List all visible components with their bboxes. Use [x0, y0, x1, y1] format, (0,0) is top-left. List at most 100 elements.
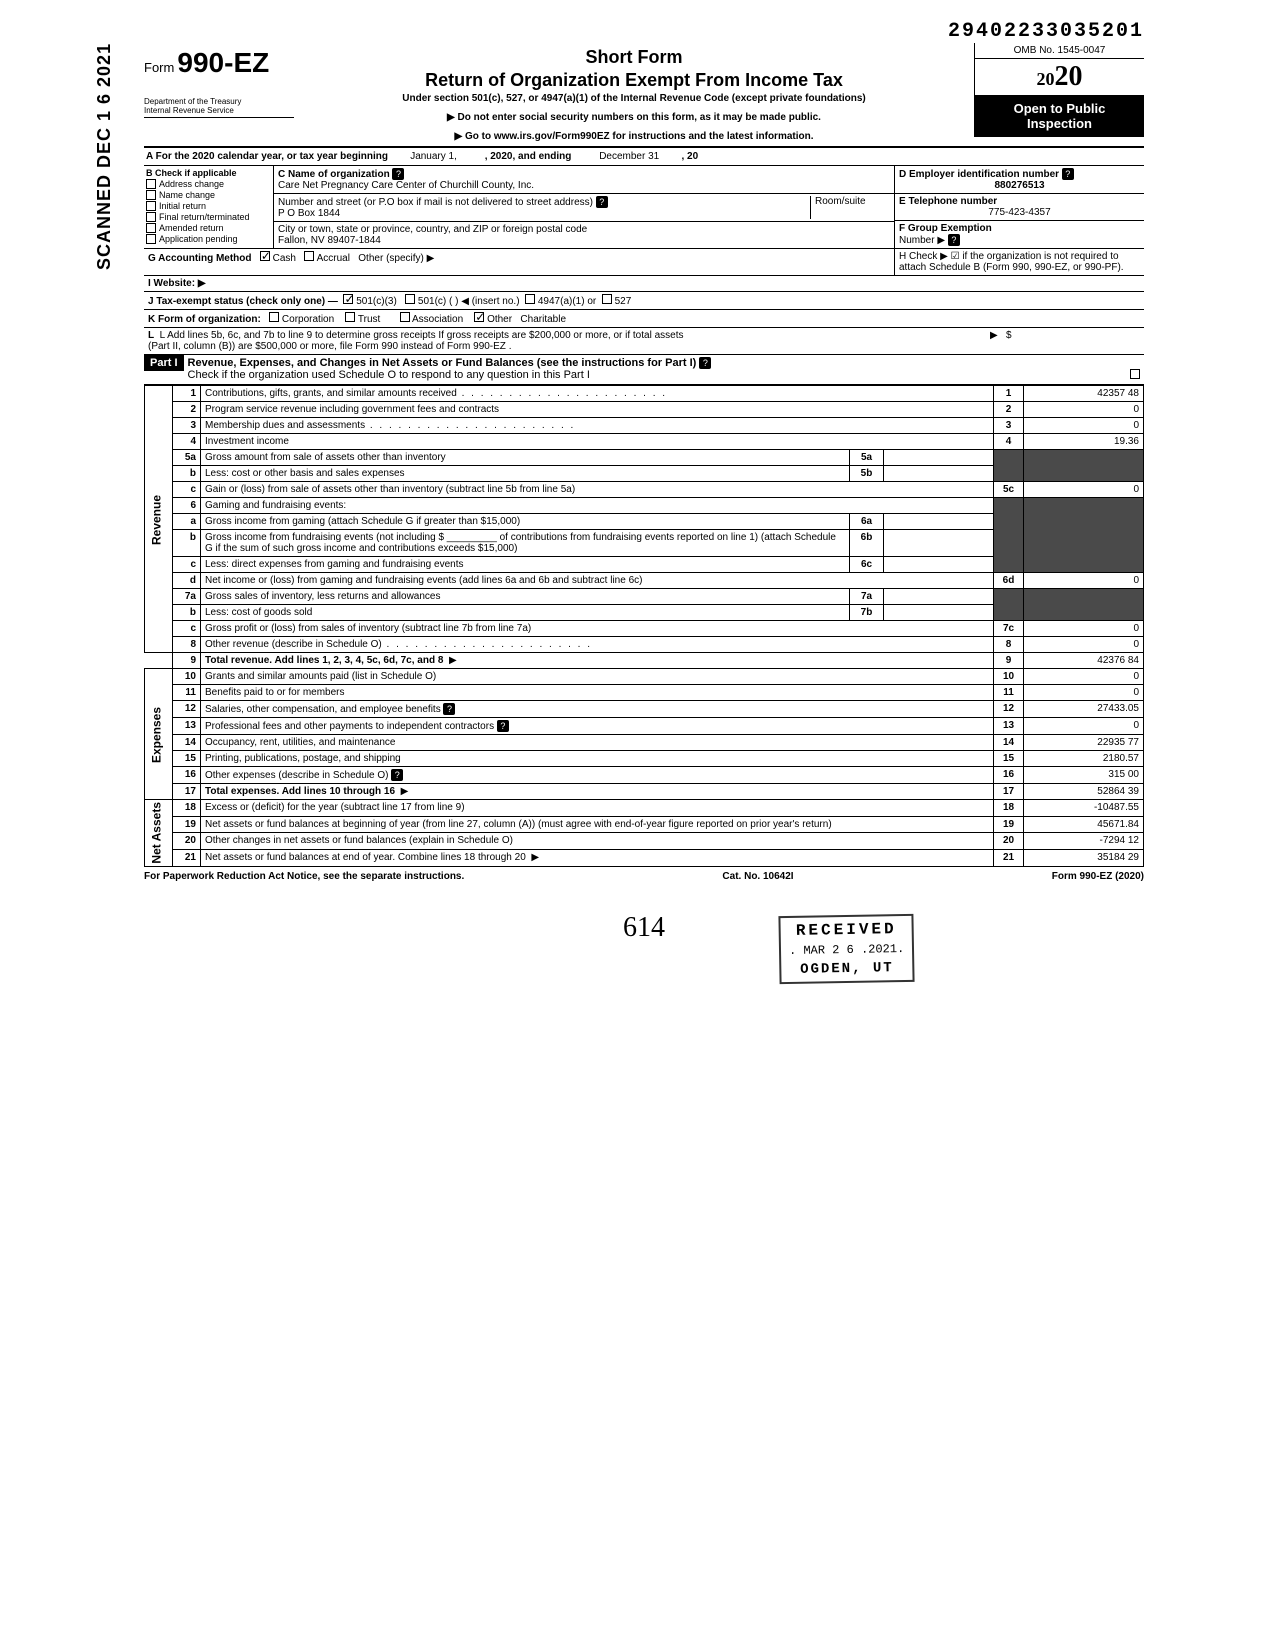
- help-icon[interactable]: ?: [1062, 168, 1074, 180]
- org-name: Care Net Pregnancy Care Center of Church…: [278, 180, 534, 191]
- i-label: I Website: ▶: [148, 278, 206, 289]
- footer-right: Form 990-EZ (2020): [1052, 871, 1144, 882]
- instr-url: ▶ Go to www.irs.gov/Form990EZ for instru…: [304, 131, 964, 142]
- line3-amt: 0: [1024, 418, 1144, 434]
- side-label-netassets: Net Assets: [145, 800, 173, 867]
- row-i: I Website: ▶: [144, 276, 1144, 292]
- dln-row: 29402233035201: [144, 20, 1144, 43]
- phone-value: 775-423-4357: [899, 207, 1140, 218]
- h-text: H Check ▶ ☑ if the organization is not r…: [894, 249, 1144, 275]
- section-bcde: B Check if applicable Address change Nam…: [144, 166, 1144, 249]
- chk-assoc[interactable]: [400, 312, 410, 322]
- row-j: J Tax-exempt status (check only one) — 5…: [144, 292, 1144, 310]
- instr-ssn: ▶ Do not enter social security numbers o…: [304, 112, 964, 123]
- line12-amt: 27433.05: [1024, 701, 1144, 718]
- chk-4947[interactable]: [525, 294, 535, 304]
- row-g-h: G Accounting Method Cash Accrual Other (…: [144, 249, 1144, 276]
- help-icon[interactable]: ?: [699, 357, 711, 369]
- dln-number: 29402233035201: [948, 20, 1144, 43]
- chk-cash[interactable]: [260, 251, 270, 261]
- chk-application-pending[interactable]: [146, 234, 156, 244]
- chk-trust[interactable]: [345, 312, 355, 322]
- chk-initial-return[interactable]: [146, 201, 156, 211]
- chk-corp[interactable]: [269, 312, 279, 322]
- chk-amended-return[interactable]: [146, 223, 156, 233]
- chk-final-return[interactable]: [146, 212, 156, 222]
- line7b-amt: [884, 605, 994, 621]
- scanned-stamp: SCANNED DEC 1 6 2021: [94, 43, 115, 270]
- line9-amt: 42376 84: [1024, 653, 1144, 669]
- e-label: E Telephone number: [899, 196, 997, 207]
- part1-table: Revenue 1 Contributions, gifts, grants, …: [144, 385, 1144, 867]
- line11-amt: 0: [1024, 685, 1144, 701]
- form-id-box: Form 990-EZ Department of the Treasury I…: [144, 43, 294, 122]
- chk-address-change[interactable]: [146, 179, 156, 189]
- chk-schedule-o[interactable]: [1130, 369, 1140, 379]
- org-street: P O Box 1844: [278, 208, 340, 219]
- c-city-label: City or town, state or province, country…: [278, 224, 587, 235]
- main-title: Return of Organization Exempt From Incom…: [304, 70, 964, 91]
- f-label2: Number ▶: [899, 235, 945, 246]
- line5c-amt: 0: [1024, 482, 1144, 498]
- form-label-prefix: Form: [144, 60, 174, 75]
- line15-amt: 2180.57: [1024, 751, 1144, 767]
- line7c-amt: 0: [1024, 621, 1144, 637]
- form-number: 990-EZ: [177, 47, 269, 78]
- help-icon[interactable]: ?: [443, 703, 455, 715]
- col-b-checkboxes: B Check if applicable Address change Nam…: [144, 166, 274, 248]
- other-org-value: Charitable: [520, 314, 566, 325]
- form-page: SCANNED DEC 1 6 2021 29402233035201 Form…: [144, 20, 1144, 944]
- help-icon[interactable]: ?: [948, 234, 960, 246]
- help-icon[interactable]: ?: [497, 720, 509, 732]
- line6d-amt: 0: [1024, 573, 1144, 589]
- col-de: D Employer identification number ? 88027…: [894, 166, 1144, 248]
- org-city: Fallon, NV 89407-1844: [278, 235, 381, 246]
- form-header: Form 990-EZ Department of the Treasury I…: [144, 43, 1144, 148]
- subtitle: Under section 501(c), 527, or 4947(a)(1)…: [304, 93, 964, 104]
- line10-amt: 0: [1024, 669, 1144, 685]
- line6c-amt: [884, 557, 994, 573]
- chk-name-change[interactable]: [146, 190, 156, 200]
- omb-number: OMB No. 1545-0047: [974, 43, 1144, 59]
- help-icon[interactable]: ?: [392, 168, 404, 180]
- line20-amt: -7294 12: [1024, 833, 1144, 850]
- handwritten-page-number: 614: [144, 912, 1144, 944]
- footer: For Paperwork Reduction Act Notice, see …: [144, 867, 1144, 882]
- chk-501c3[interactable]: [343, 294, 353, 304]
- line13-amt: 0: [1024, 718, 1144, 735]
- line4-amt: 19.36: [1024, 434, 1144, 450]
- part1-header-row: Part I Revenue, Expenses, and Changes in…: [144, 355, 1144, 385]
- line2-amt: 0: [1024, 402, 1144, 418]
- tax-year: 20202020: [974, 59, 1144, 95]
- line6a-amt: [884, 514, 994, 530]
- dept-treasury: Department of the Treasury Internal Reve…: [144, 97, 294, 118]
- part1-header: Part I: [144, 355, 184, 371]
- side-label-expenses: Expenses: [145, 669, 173, 800]
- f-label: F Group Exemption: [899, 223, 992, 234]
- chk-accrual[interactable]: [304, 251, 314, 261]
- row-a-tax-year: A For the 2020 calendar year, or tax yea…: [144, 148, 1144, 166]
- right-header: OMB No. 1545-0047 20202020 Open to Publi…: [974, 43, 1144, 137]
- line8-amt: 0: [1024, 637, 1144, 653]
- room-suite-label: Room/suite: [815, 196, 866, 207]
- chk-501c[interactable]: [405, 294, 415, 304]
- chk-527[interactable]: [602, 294, 612, 304]
- d-label: D Employer identification number: [899, 169, 1059, 180]
- help-icon[interactable]: ?: [596, 196, 608, 208]
- line7a-amt: [884, 589, 994, 605]
- line16-amt: 315 00: [1024, 767, 1144, 784]
- footer-left: For Paperwork Reduction Act Notice, see …: [144, 871, 464, 882]
- part1-check-line: Check if the organization used Schedule …: [188, 369, 590, 381]
- part1-title: Revenue, Expenses, and Changes in Net As…: [188, 357, 697, 369]
- line5a-amt: [884, 450, 994, 466]
- g-label: G Accounting Method: [148, 253, 252, 264]
- col-c-org-info: C Name of organization ? Care Net Pregna…: [274, 166, 894, 248]
- c-street-label: Number and street (or P.O box if mail is…: [278, 197, 593, 208]
- line19-amt: 45671.84: [1024, 816, 1144, 833]
- row-l: L L Add lines 5b, 6c, and 7b to line 9 t…: [144, 328, 1144, 355]
- row-k: K Form of organization: Corporation Trus…: [144, 310, 1144, 328]
- chk-other-org[interactable]: [474, 312, 484, 322]
- line5b-amt: [884, 466, 994, 482]
- line1-amt: 42357 48: [1024, 386, 1144, 402]
- help-icon[interactable]: ?: [391, 769, 403, 781]
